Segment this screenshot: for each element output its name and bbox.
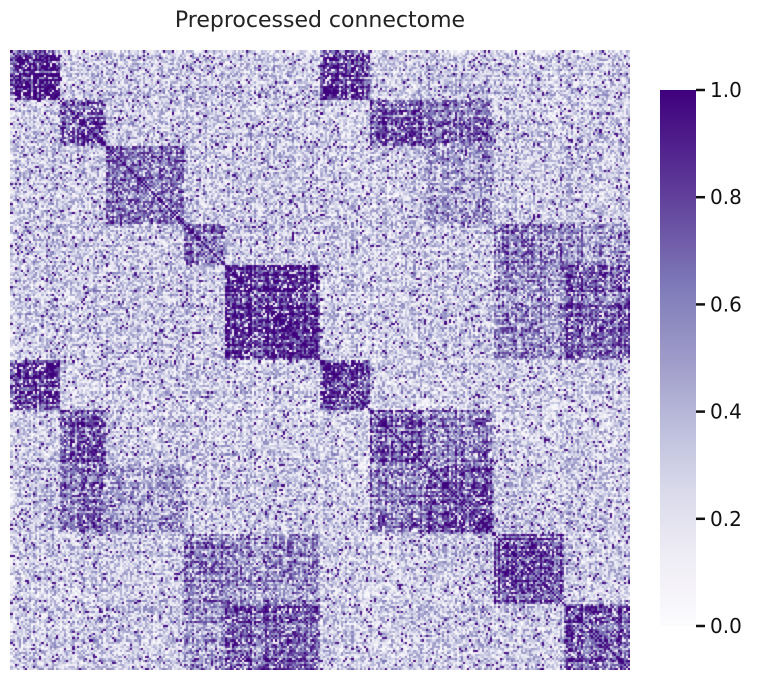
colorbar: 0.0 0.2 0.4 0.6 0.8 1.0 (660, 78, 742, 638)
colorbar-gradient (660, 90, 696, 626)
chart-title: Preprocessed connectome (174, 8, 466, 33)
colorbar-tick-label: 0.2 (710, 507, 742, 531)
connectome-heatmap (10, 50, 630, 670)
colorbar-tick-label: 0.8 (710, 185, 742, 209)
colorbar-tick-label: 1.0 (710, 78, 742, 102)
colorbar-tick-label: 0.0 (710, 614, 742, 638)
colorbar-tick-label: 0.6 (710, 292, 742, 316)
colorbar-ticks: 0.0 0.2 0.4 0.6 0.8 1.0 (696, 78, 742, 638)
colorbar-tick-label: 0.4 (710, 400, 742, 424)
